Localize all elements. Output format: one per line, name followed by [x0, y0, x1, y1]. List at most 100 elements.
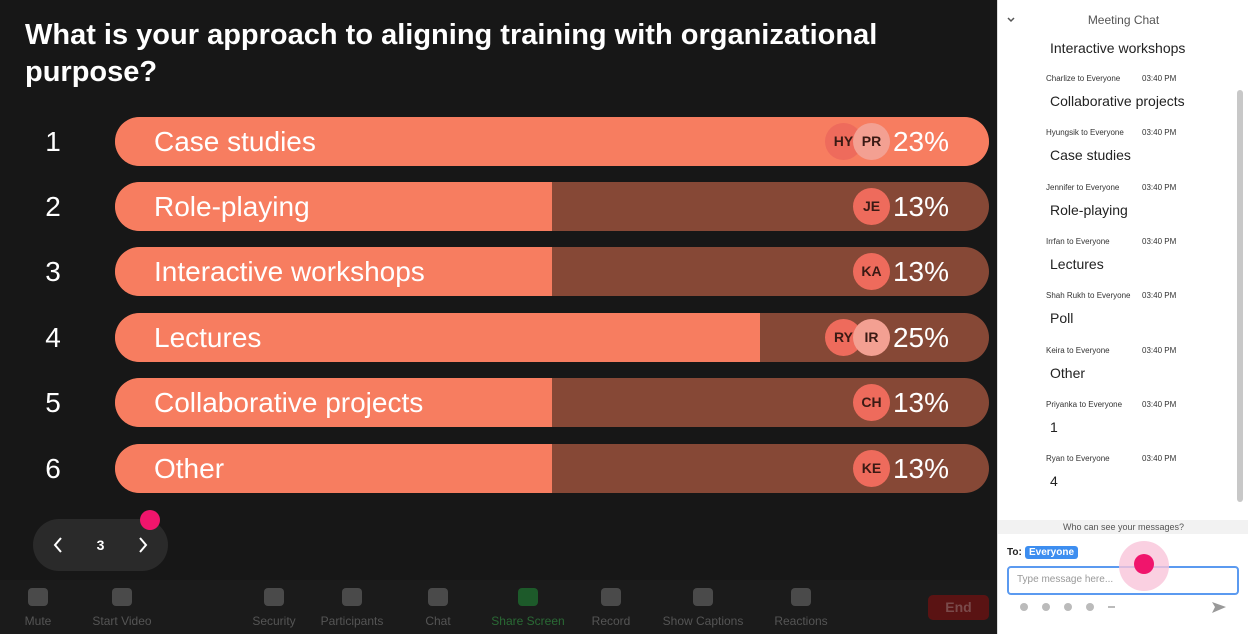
option-label: Role-playing — [154, 191, 310, 222]
toolbar-button[interactable]: Mute — [0, 580, 83, 634]
message-sender: Shah Rukh to Everyone — [1046, 291, 1131, 301]
chat-message: Priyanka to Everyone 03:40 PM 1 — [1046, 400, 1226, 440]
message-text: Poll — [1050, 310, 1074, 327]
option-percent: 13% — [892, 453, 949, 484]
poll-option[interactable]: 3 Interactive workshops 13% KA — [0, 247, 997, 296]
option-bar — [115, 444, 989, 493]
option-bar — [115, 378, 989, 427]
message-sender: Charlize to Everyone — [1046, 74, 1121, 83]
option-label: Lectures — [154, 322, 262, 353]
message-sender: Ryan to Everyone — [1046, 454, 1110, 464]
option-fill — [115, 247, 552, 296]
toolbar-button[interactable]: Security — [229, 580, 319, 634]
message-text: Collaborative projects — [1050, 93, 1185, 109]
scrollbar[interactable] — [1237, 90, 1243, 502]
toolbar-button[interactable]: Chat — [393, 580, 483, 634]
chat-message: Jennifer to Everyone 03:40 PM Role-playing — [1046, 183, 1226, 223]
toolbar-icon — [693, 588, 713, 606]
poll-option[interactable]: 4 Lectures 25% RY IR — [0, 313, 997, 362]
poll-option[interactable]: 1 Case studies 23% HY PR — [0, 117, 997, 166]
option-number: 4 — [45, 322, 61, 353]
message-text: Lectures — [1050, 255, 1104, 272]
toolbar-icon — [264, 588, 284, 606]
cursor-dot — [140, 510, 160, 530]
message-time: 03:40 PM — [1142, 182, 1177, 192]
option-label: Interactive workshops — [154, 256, 425, 287]
poll-option[interactable]: 6 Other 13% KE — [0, 444, 997, 493]
message-sender: Hyungsik to Everyone — [1046, 128, 1124, 138]
voter-avatar: JE — [853, 188, 890, 225]
chat-message: Irrfan to Everyone 03:40 PM Lectures — [1046, 237, 1226, 277]
recipient[interactable]: Everyone — [1025, 546, 1079, 559]
option-number: 3 — [45, 256, 61, 287]
option-bar — [115, 247, 989, 296]
prev-button[interactable] — [51, 535, 65, 555]
message-text: Interactive workshops — [1050, 40, 1186, 56]
end-button[interactable]: End — [928, 595, 989, 620]
chat-message: Hyungsik to Everyone 03:40 PM Case studies — [1046, 128, 1226, 168]
toolbar-icon — [28, 588, 48, 606]
option-label: Other — [154, 453, 225, 484]
privacy-link[interactable]: Who can see your messages? — [998, 520, 1248, 534]
toolbar-button[interactable]: Show Captions — [658, 580, 748, 634]
message-text: Other — [1050, 364, 1086, 381]
option-label: Case studies — [154, 126, 316, 157]
page-number: 3 — [96, 537, 105, 553]
toolbar-icon — [342, 588, 362, 606]
toolbar-label: Mute — [24, 614, 52, 628]
option-fill — [115, 313, 760, 362]
input-tools — [1020, 602, 1226, 613]
message-text: 1 — [1050, 418, 1058, 435]
option-number: 2 — [45, 191, 61, 222]
cursor-dot — [1119, 541, 1169, 591]
option-label: Collaborative projects — [154, 387, 424, 418]
voter-avatar: PR — [853, 123, 890, 160]
toolbar-icon — [428, 588, 448, 606]
toolbar-button[interactable]: Participants — [307, 580, 397, 634]
toolbar-label: Record — [591, 614, 631, 628]
option-fill — [115, 182, 552, 231]
option-percent: 13% — [892, 256, 949, 287]
toolbar-label: Reactions — [774, 614, 828, 628]
voter-avatar: KA — [853, 253, 890, 290]
toolbar-icon — [601, 588, 621, 606]
option-percent: 25% — [892, 322, 949, 353]
message-time: 03:40 PM — [1142, 128, 1177, 138]
message-time: 03:40 PM — [1142, 399, 1177, 409]
to-label: To: — [1007, 547, 1022, 558]
poll-stage: What is your approach to aligning traini… — [0, 0, 997, 580]
message-time: 03:40 PM — [1142, 454, 1177, 464]
toolbar-button[interactable]: Start Video — [77, 580, 167, 634]
message-text: Role-playing — [1050, 201, 1128, 218]
voter-avatar: CH — [853, 384, 890, 421]
toolbar-button[interactable]: Reactions — [756, 580, 846, 634]
option-number: 6 — [45, 453, 61, 484]
toolbar-icon — [112, 588, 132, 606]
option-fill — [115, 444, 552, 493]
option-number: 5 — [45, 387, 61, 418]
chat-message: Charlize to Everyone 03:40 PM Collaborativ… — [1046, 74, 1226, 114]
toolbar-label: Chat — [425, 614, 451, 628]
message-text: 4 — [1050, 473, 1058, 490]
option-percent: 13% — [892, 191, 949, 222]
option-percent: 23% — [892, 126, 949, 157]
chat-title: Meeting Chat — [1087, 13, 1160, 27]
toolbar-label: Security — [252, 614, 296, 628]
chat-panel: Meeting Chat Interactive workshops Charli… — [997, 0, 1248, 634]
toolbar-icon — [518, 588, 538, 606]
toolbar-label: Share Screen — [491, 614, 565, 628]
next-button[interactable] — [136, 535, 150, 555]
poll-option[interactable]: 2 Role-playing 13% JE — [0, 182, 997, 231]
message-time: 03:40 PM — [1142, 236, 1177, 246]
message-time: 03:40 PM — [1142, 345, 1177, 355]
message-sender: Keira to Everyone — [1046, 345, 1110, 355]
voter-avatar: KE — [853, 450, 890, 487]
poll-option[interactable]: 5 Collaborative projects 13% CH — [0, 378, 997, 427]
poll-question: What is your approach to aligning traini… — [25, 19, 878, 88]
toolbar-button[interactable]: Record — [566, 580, 656, 634]
chat-message: Keira to Everyone 03:40 PM Other — [1046, 346, 1226, 386]
option-number: 1 — [45, 126, 61, 157]
collapse-icon[interactable] — [1006, 15, 1016, 25]
toolbar-button[interactable]: Share Screen — [483, 580, 573, 634]
